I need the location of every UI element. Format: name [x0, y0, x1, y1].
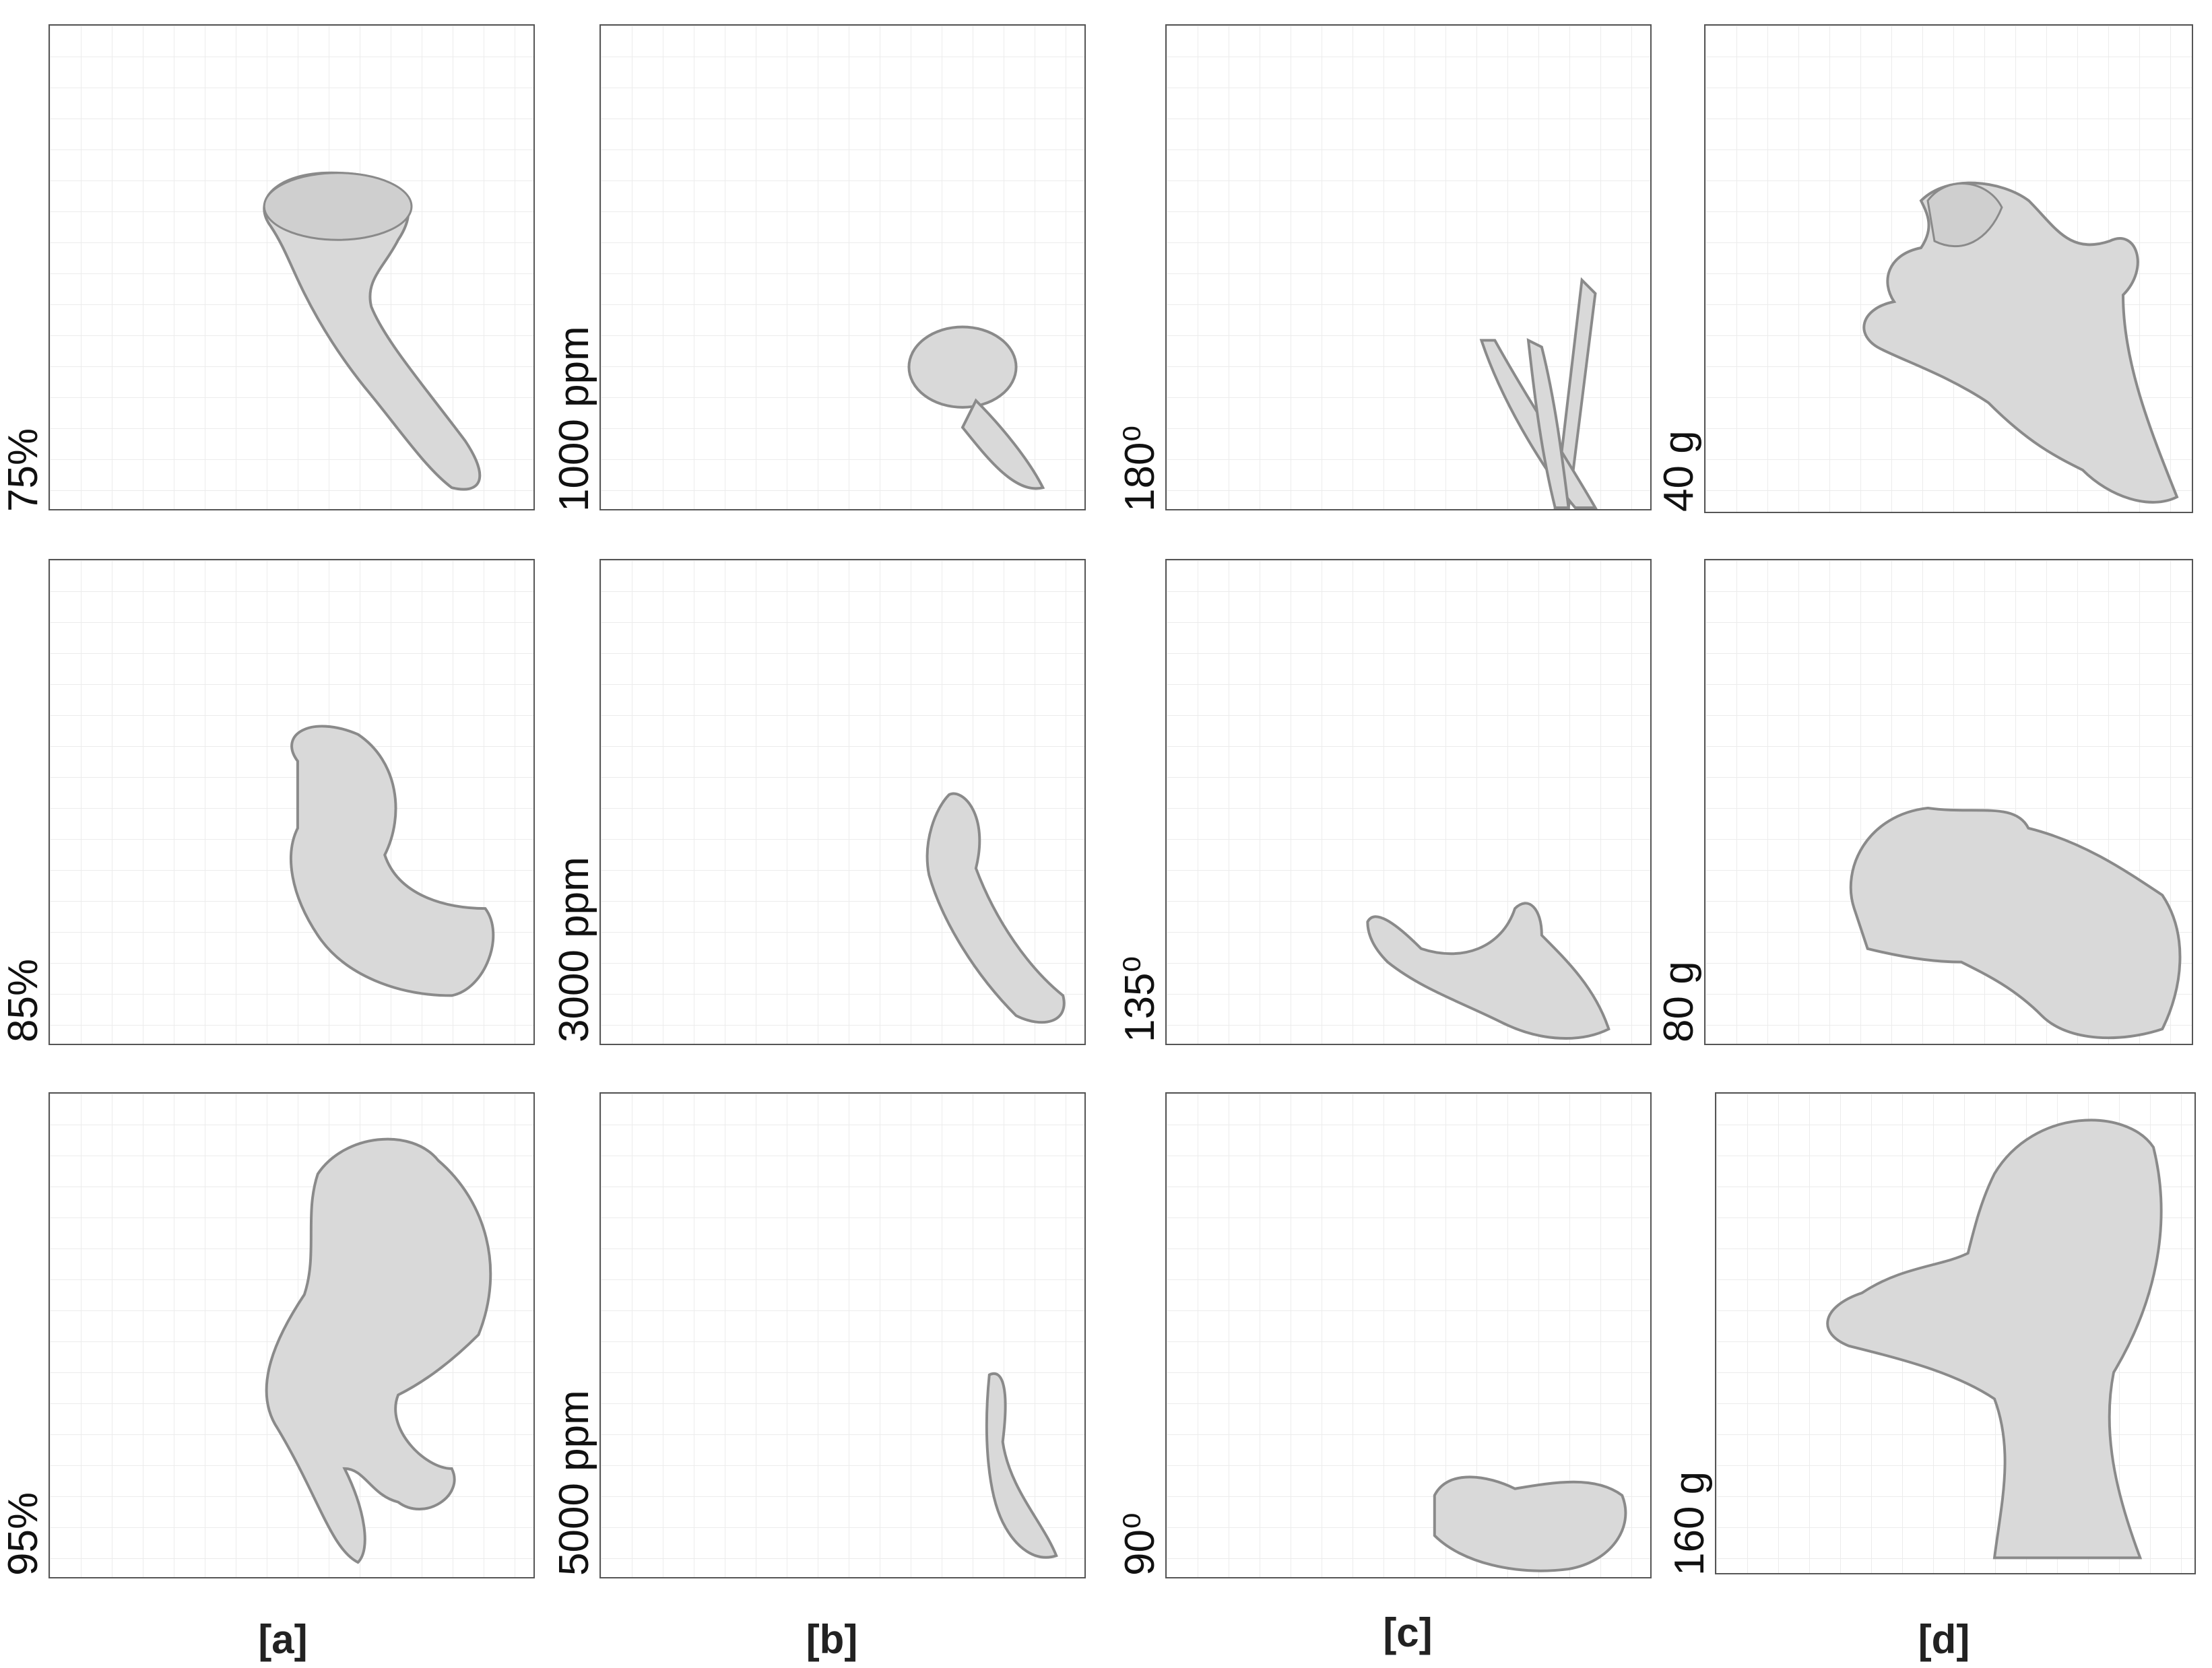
row-label: 40 g: [1656, 430, 1702, 512]
row-label: 95%: [0, 1492, 46, 1576]
mushroom-image: [1862, 181, 2179, 504]
panel-c-2: [1165, 559, 1652, 1045]
mushroom-image: [1826, 1119, 2163, 1560]
panel-d-1: [1704, 24, 2193, 513]
panel-c-3: [1165, 1092, 1652, 1578]
mushroom-image: [985, 1372, 1058, 1559]
panel-b-3: [599, 1092, 1086, 1578]
mushroom-image: [1366, 902, 1611, 1040]
panel-b-2: [599, 559, 1086, 1045]
column-label: [a]: [258, 1617, 308, 1662]
panel-a-3: [48, 1092, 535, 1578]
mushroom-image: [1433, 1475, 1627, 1572]
mushroom-image: [290, 725, 495, 997]
row-label: 1000 ppm: [551, 326, 597, 512]
row-label: 180⁰: [1117, 425, 1163, 512]
mushroom-image: [1849, 806, 2182, 1040]
mushroom-image: [263, 171, 482, 491]
panel-b-1: [599, 24, 1086, 510]
row-label: 75%: [0, 428, 46, 512]
row-label: 80 g: [1656, 961, 1702, 1042]
row-label: 90⁰: [1117, 1512, 1163, 1576]
row-label: 135⁰: [1117, 956, 1163, 1042]
column-label: [d]: [1918, 1617, 1970, 1662]
row-label: 160 g: [1666, 1471, 1713, 1576]
column-label: [b]: [806, 1617, 858, 1662]
row-label: 5000 ppm: [551, 1390, 597, 1576]
panel-a-1: [48, 24, 535, 510]
panel-d-3: [1715, 1092, 2196, 1574]
row-label: 3000 ppm: [551, 857, 597, 1042]
mushroom-image: [907, 325, 1045, 490]
row-label: 85%: [0, 958, 46, 1042]
mushroom-image: [265, 1137, 492, 1564]
mushroom-image: [925, 792, 1066, 1024]
column-label: [c]: [1383, 1610, 1433, 1655]
mushroom-image: [1479, 277, 1598, 509]
panel-a-2: [48, 559, 535, 1045]
panel-d-2: [1704, 559, 2193, 1045]
panel-c-1: [1165, 24, 1652, 510]
